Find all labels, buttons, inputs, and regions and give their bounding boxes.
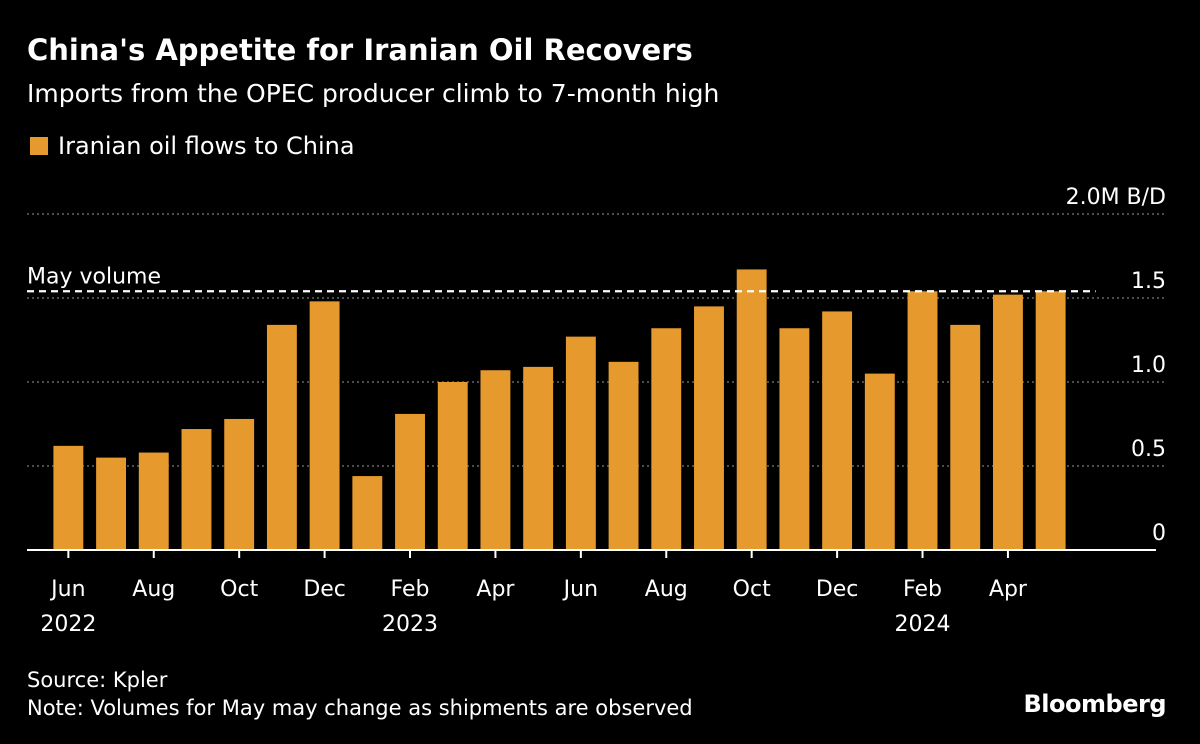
- x-tick-label: Aug: [645, 577, 688, 602]
- x-tick-label: Oct: [220, 577, 258, 602]
- reference-line-label: May volume: [27, 264, 161, 289]
- x-tick-label: Jun: [49, 577, 85, 602]
- bar: [608, 361, 639, 550]
- y-axis-tick-labels: 0 0.5 1.0 1.5 2.0M B/D: [1066, 185, 1166, 546]
- bar: [864, 373, 895, 550]
- y-tick-label: 2.0M B/D: [1066, 185, 1166, 210]
- bar: [224, 418, 255, 550]
- bar: [523, 366, 554, 550]
- bar: [352, 476, 383, 550]
- x-tick-label: Dec: [816, 577, 859, 602]
- bar: [395, 413, 425, 550]
- x-tick-label: Apr: [989, 577, 1028, 602]
- bar: [138, 452, 169, 550]
- x-tick-label: Feb: [391, 577, 430, 602]
- x-tick-year-label: 2022: [40, 612, 96, 637]
- legend: Iranian oil flows to China: [30, 130, 355, 162]
- bars: [53, 269, 1066, 550]
- chart-title: China's Appetite for Iranian Oil Recover…: [27, 33, 693, 67]
- bar: [309, 301, 340, 550]
- chart-subtitle: Imports from the OPEC producer climb to …: [27, 79, 720, 108]
- x-tick-label: Jun: [562, 577, 598, 602]
- bar: [437, 382, 468, 550]
- bar: [992, 294, 1023, 550]
- x-tick-label: Aug: [132, 577, 175, 602]
- bar: [181, 429, 212, 550]
- legend-label: Iranian oil flows to China: [58, 132, 355, 160]
- bar: [822, 311, 853, 550]
- bar: [565, 336, 596, 550]
- footnote: Note: Volumes for May may change as ship…: [27, 696, 693, 720]
- bloomberg-logo: Bloomberg: [1023, 690, 1167, 718]
- y-tick-label: 1.0: [1131, 353, 1166, 378]
- bar: [266, 324, 297, 550]
- y-tick-label: 0.5: [1131, 437, 1166, 462]
- x-axis: May volume: [27, 264, 1156, 558]
- x-tick-label: Oct: [733, 577, 771, 602]
- bar: [480, 370, 511, 550]
- bar: [950, 324, 981, 550]
- bar: [53, 445, 84, 550]
- bar: [96, 457, 127, 550]
- x-axis-tick-labels: Jun 2022 Aug Oct Dec Feb 2023 Apr Jun Aug Oct Dec Fe…: [40, 577, 1028, 637]
- x-tick-label: Dec: [303, 577, 346, 602]
- bar: [779, 328, 810, 550]
- x-tick-label: Apr: [476, 577, 515, 602]
- x-tick-year-label: 2023: [382, 612, 438, 637]
- bar: [1035, 291, 1066, 550]
- legend-swatch: [30, 137, 48, 155]
- y-tick-label: 1.5: [1131, 269, 1166, 294]
- bar: [907, 291, 938, 550]
- bar: [694, 306, 724, 550]
- bar: [651, 328, 682, 550]
- y-tick-label: 0: [1152, 521, 1166, 546]
- bar: [736, 269, 767, 550]
- x-tick-year-label: 2024: [895, 612, 951, 637]
- source-note: Source: Kpler: [27, 668, 168, 692]
- x-tick-label: Feb: [903, 577, 942, 602]
